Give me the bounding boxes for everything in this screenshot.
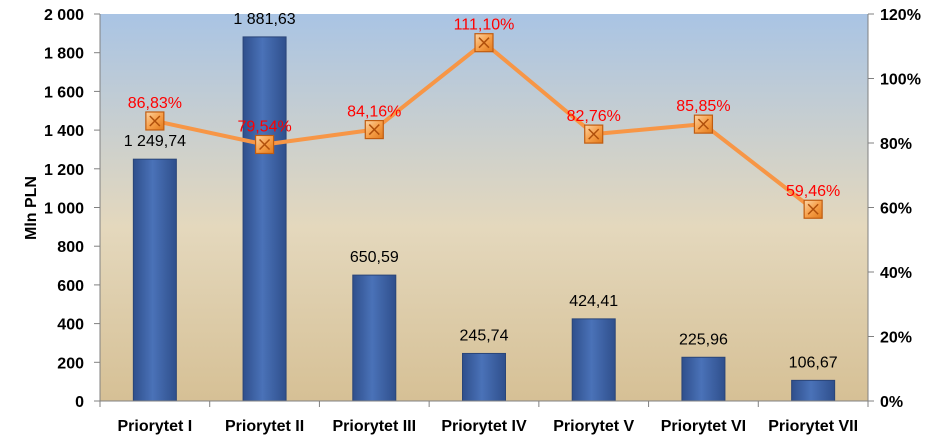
bar <box>571 318 616 402</box>
bar <box>791 379 836 402</box>
bar-value-label: 245,74 <box>460 327 509 344</box>
line-marker-cross <box>478 37 490 49</box>
bar <box>352 274 397 402</box>
category-axis: Priorytet I Priorytet II Priorytet III Prio… <box>99 400 869 435</box>
line-value-label: 59,46% <box>786 183 840 200</box>
left-tick-label: 400 <box>57 317 84 334</box>
bar-value-label: 1 249,74 <box>124 133 186 150</box>
right-tick-label: 60% <box>880 201 912 218</box>
left-tick-label: 1 600 <box>44 84 84 101</box>
left-axis: 0 200 400 600 800 1 000 1 200 1 400 1 600 1 800 2 … <box>44 7 101 411</box>
right-tick-label: 100% <box>880 72 921 89</box>
left-tick-label: 2 000 <box>44 7 84 24</box>
right-tick-label: 20% <box>880 330 912 347</box>
bar <box>242 36 287 402</box>
left-tick-label: 800 <box>57 239 84 256</box>
bar <box>132 158 177 402</box>
line-value-label: 79,54% <box>237 118 291 135</box>
line-marker-cross <box>588 128 600 140</box>
bar-value-label: 1 881,63 <box>233 11 295 28</box>
line-marker-cross <box>259 138 271 151</box>
line-value-label: 86,83% <box>128 95 182 112</box>
bar-value-label: 225,96 <box>679 331 728 348</box>
category-label: Priorytet III <box>332 418 416 435</box>
bar-series: 1 249,74 1 881,63 650,59 245,74 424,41 225,96… <box>124 11 838 402</box>
line-marker-cross <box>149 115 161 127</box>
bar-value-label: 650,59 <box>350 249 399 266</box>
y-axis-label: Mln PLN <box>23 176 40 240</box>
right-tick-label: 120% <box>880 7 921 24</box>
category-label: Priorytet IV <box>441 418 527 435</box>
category-label: Priorytet VII <box>768 418 858 435</box>
line-value-label: 84,16% <box>347 104 401 121</box>
right-axis: 0% 20% 40% 60% 80% 100% 120% <box>867 7 921 411</box>
category-label: Priorytet VI <box>661 418 746 435</box>
bar <box>462 352 506 402</box>
bar-value-label: 106,67 <box>789 354 838 371</box>
right-tick-label: 0% <box>880 394 903 411</box>
line-marker-cross <box>697 118 709 130</box>
line-value-label: 82,76% <box>567 108 621 125</box>
right-tick-label: 40% <box>880 265 912 282</box>
line-value-label: 111,10% <box>454 17 515 34</box>
left-tick-label: 1 400 <box>44 123 84 140</box>
category-label: Priorytet V <box>553 418 634 435</box>
left-tick-label: 0 <box>75 394 84 411</box>
bar-value-label: 424,41 <box>569 293 618 310</box>
line-series: 86,83% 79,54% 84,16% 111,10% 82,76% 85,85% 59,… <box>128 17 840 219</box>
left-tick-label: 200 <box>57 355 84 372</box>
category-label: Priorytet II <box>225 418 304 435</box>
left-tick-label: 1 000 <box>44 201 84 218</box>
line-marker-cross <box>368 124 380 136</box>
line-value-label: 85,85% <box>676 98 730 115</box>
line-marker-cross <box>807 203 819 215</box>
category-label: Priorytet I <box>118 418 193 435</box>
plot-area <box>100 14 868 401</box>
bar <box>681 356 726 402</box>
left-tick-label: 1 800 <box>44 46 84 63</box>
left-tick-label: 1 200 <box>44 162 84 179</box>
right-tick-label: 80% <box>880 136 912 153</box>
left-tick-label: 600 <box>57 278 84 295</box>
